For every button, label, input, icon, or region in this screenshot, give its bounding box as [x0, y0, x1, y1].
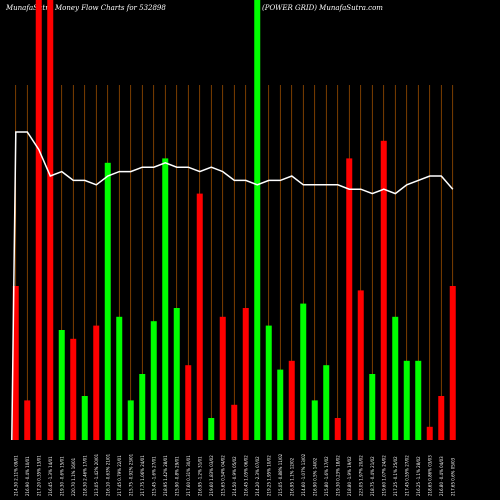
x-tick-label: 216.90 0.5% 14/02 [312, 457, 317, 496]
bar [392, 316, 399, 440]
line-series [11, 131, 454, 441]
bar-series [12, 0, 456, 441]
x-tick-label: 214.30 2.11% 09/01 [13, 455, 18, 496]
x-tick-label: 216.90 -0.4% 10/01 [25, 456, 30, 496]
x-tick-label: 217.45 0.55% 27/02 [404, 455, 409, 496]
bar [254, 0, 261, 440]
x-tick-label: 220.70 1.1% 16/01 [71, 457, 76, 496]
bar [449, 286, 456, 440]
bar [185, 365, 192, 440]
x-tick-label: 214.50 -0.9% 05/02 [232, 456, 237, 496]
bar [139, 374, 146, 440]
chart-subtitle: (POWER GRID) MunafaSutra.com [262, 4, 383, 12]
x-tick-label: 217.20 0.35% 13/01 [36, 455, 41, 496]
x-tick-label: 217.65 0.6% 05/03 [450, 457, 455, 496]
bar [346, 158, 353, 440]
x-tick-label: 223.05 1.97% 20/02 [358, 455, 363, 496]
bar [277, 369, 284, 440]
x-tick-label: 219.30 -0.6% 15/01 [59, 456, 64, 496]
x-tick-label: 219.60 1.07% 24/02 [381, 455, 386, 496]
x-tick-label: 219.60 1.83% 03/02 [209, 455, 214, 496]
x-tick-label: 215.75 -0.92% 23/01 [128, 453, 133, 496]
bar [334, 418, 341, 440]
bar [24, 400, 31, 440]
bar [58, 330, 65, 440]
x-axis-ticks: 214.30 2.11% 09/01 216.90 -0.4% 10/01 217.… [13, 453, 455, 496]
bar [116, 316, 123, 440]
bar [104, 162, 111, 441]
bar [35, 0, 42, 440]
x-tick-label: 213.05 -1.42% 20/01 [94, 453, 99, 496]
bar [127, 400, 134, 440]
bar [403, 360, 410, 440]
x-tick-label: 218.80 -1.9% 19/02 [347, 456, 352, 496]
bar [81, 396, 88, 440]
bar [150, 321, 157, 440]
bar [162, 158, 169, 440]
x-tick-label: 214.60 -1.07% 13/02 [301, 453, 306, 496]
bar [70, 338, 77, 440]
x-tick-label: 215.80 -1.6% 17/02 [324, 456, 329, 496]
x-tick-label: 216.45 -1.3% 14/01 [48, 456, 53, 496]
bar [288, 360, 295, 440]
x-tick-label: 216.45 1.05% 06/02 [243, 455, 248, 496]
chart-title: MunafaSutra Money Flow Charts for 532898 [5, 4, 166, 12]
x-tick-label: 218.65 0.86% 03/03 [427, 455, 432, 496]
bar [208, 418, 215, 440]
x-tick-label: 218.75 -0.4% 21/02 [370, 456, 375, 496]
x-tick-label: 216.95 1.1% 12/02 [289, 457, 294, 496]
bar [173, 308, 180, 440]
bar [242, 308, 249, 440]
bar [231, 404, 238, 440]
bar [12, 286, 19, 440]
x-tick-label: 217.45 0.79% 22/01 [117, 455, 122, 496]
x-tick-label: 216.95 -1.2% 31/01 [197, 456, 202, 496]
x-tick-label: 215.05 -0.88% 11/02 [278, 453, 283, 496]
x-tick-label: 217.75 1.06% 24/01 [140, 455, 145, 496]
bar [369, 374, 376, 440]
bar [426, 426, 433, 440]
bar [438, 396, 445, 440]
x-tick-label: 214.20 -2.3% 07/02 [255, 456, 260, 496]
x-tick-label: 216.80 -0.4% 04/03 [439, 456, 444, 496]
bar [219, 316, 226, 440]
bar [265, 325, 272, 440]
x-tick-label: 218.30 2.46% 17/01 [82, 455, 87, 496]
bar [311, 400, 318, 440]
bar [93, 325, 100, 440]
bar [415, 360, 422, 440]
bar [357, 290, 364, 440]
x-tick-label: 215.90 -0.8% 29/01 [174, 456, 179, 496]
x-tick-label: 216.25 -1.1% 28/02 [416, 456, 421, 496]
x-tick-label: 216.10 -0.63% 21/01 [105, 453, 110, 496]
x-tick-label: 218.95 1.42% 28/01 [163, 455, 168, 496]
bar [380, 140, 387, 441]
x-tick-label: 215.65 0.54% 04/02 [220, 455, 225, 496]
x-tick-label: 217.60 0.31% 30/01 [186, 455, 191, 496]
x-tick-label: 219.30 0.23% 18/02 [335, 455, 340, 496]
x-tick-label: 219.25 1.95% 10/02 [266, 455, 271, 496]
x-tick-label: 217.25 -0.1% 25/02 [393, 456, 398, 496]
bar [323, 365, 330, 440]
x-tick-label: 215.45 -1.6% 27/01 [151, 456, 156, 496]
bar [47, 0, 54, 440]
bar [300, 303, 307, 440]
money-flow-line [11, 131, 454, 441]
bar [196, 193, 203, 440]
